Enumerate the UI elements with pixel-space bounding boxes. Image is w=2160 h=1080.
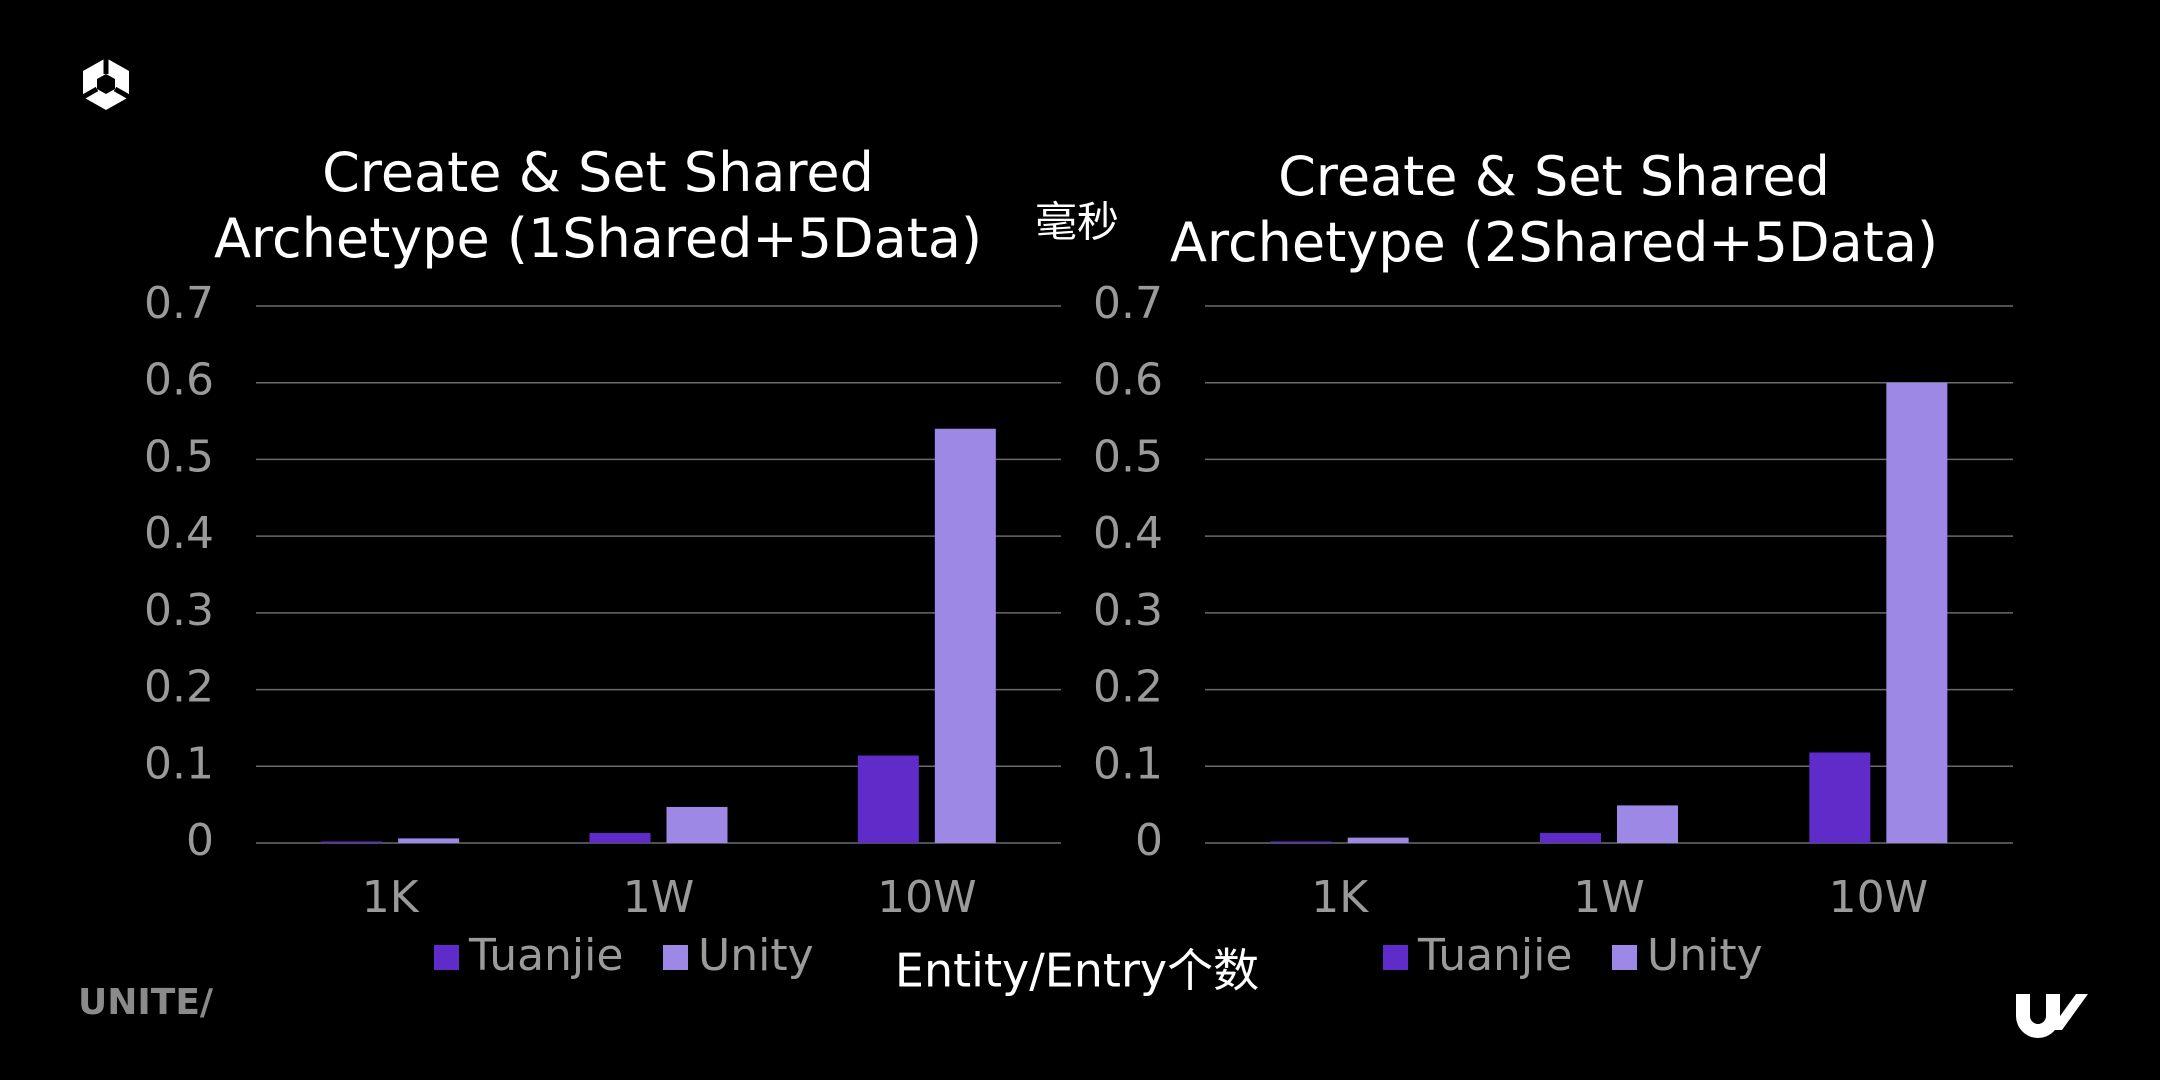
y-tick-label: 0.7 <box>1093 278 1163 329</box>
y-tick-label: 0.3 <box>1093 585 1163 636</box>
y-tick-label: 0.4 <box>1093 508 1163 559</box>
bar <box>398 838 460 843</box>
bar <box>1617 805 1678 843</box>
bar <box>321 841 383 843</box>
y-tick-label: 0.6 <box>144 355 214 406</box>
bar <box>934 428 996 843</box>
bar <box>1809 752 1871 843</box>
y-tick-label: 0.5 <box>1093 431 1163 482</box>
y-tick-label: 0.3 <box>144 585 214 636</box>
legend-label: Unity <box>1647 930 1763 981</box>
unity-logo <box>81 58 131 110</box>
y-tick-label: 0 <box>186 815 214 866</box>
y-tick-label: 0.1 <box>1093 738 1163 789</box>
y-tick-label: 0.5 <box>144 431 214 482</box>
x-tick-label: 1K <box>362 872 420 923</box>
chart-title: Create & Set Shared Archetype (1Shared+5… <box>213 141 983 270</box>
y-tick-label: 0.6 <box>1093 355 1163 406</box>
y-axis-label: 毫秒 <box>1035 198 1119 247</box>
bar <box>1540 833 1601 843</box>
y-tick-label: 0.2 <box>1093 662 1163 713</box>
bar <box>666 806 728 843</box>
legend-swatch <box>663 945 688 970</box>
x-tick-label: 1W <box>1573 872 1645 923</box>
legend-label: Tuanjie <box>1417 930 1572 981</box>
y-tick-label: 0.1 <box>144 738 214 789</box>
x-tick-label: 10W <box>1829 872 1929 923</box>
x-axis-label: Entity/Entry个数 <box>895 944 1259 998</box>
y-tick-label: 0.4 <box>144 508 214 559</box>
unite-logo <box>2016 994 2088 1038</box>
legend-swatch <box>1612 945 1637 970</box>
legend-label: Tuanjie <box>468 930 623 981</box>
bar <box>1886 382 1948 843</box>
chart-title: Create & Set Shared Archetype (2Shared+5… <box>1169 145 1939 274</box>
y-tick-label: 0.7 <box>144 278 214 329</box>
bar <box>1347 837 1409 843</box>
y-tick-label: 0 <box>1135 815 1163 866</box>
y-tick-label: 0.2 <box>144 662 214 713</box>
bar <box>1270 841 1332 843</box>
brand: UNITE/ <box>78 982 214 1023</box>
x-tick-label: 10W <box>877 872 977 923</box>
bar <box>857 755 919 843</box>
bar <box>589 833 651 843</box>
legend-swatch <box>1383 945 1408 970</box>
x-tick-label: 1K <box>1311 872 1369 923</box>
legend-swatch <box>434 945 459 970</box>
x-tick-label: 1W <box>623 872 695 923</box>
legend-label: Unity <box>698 930 814 981</box>
